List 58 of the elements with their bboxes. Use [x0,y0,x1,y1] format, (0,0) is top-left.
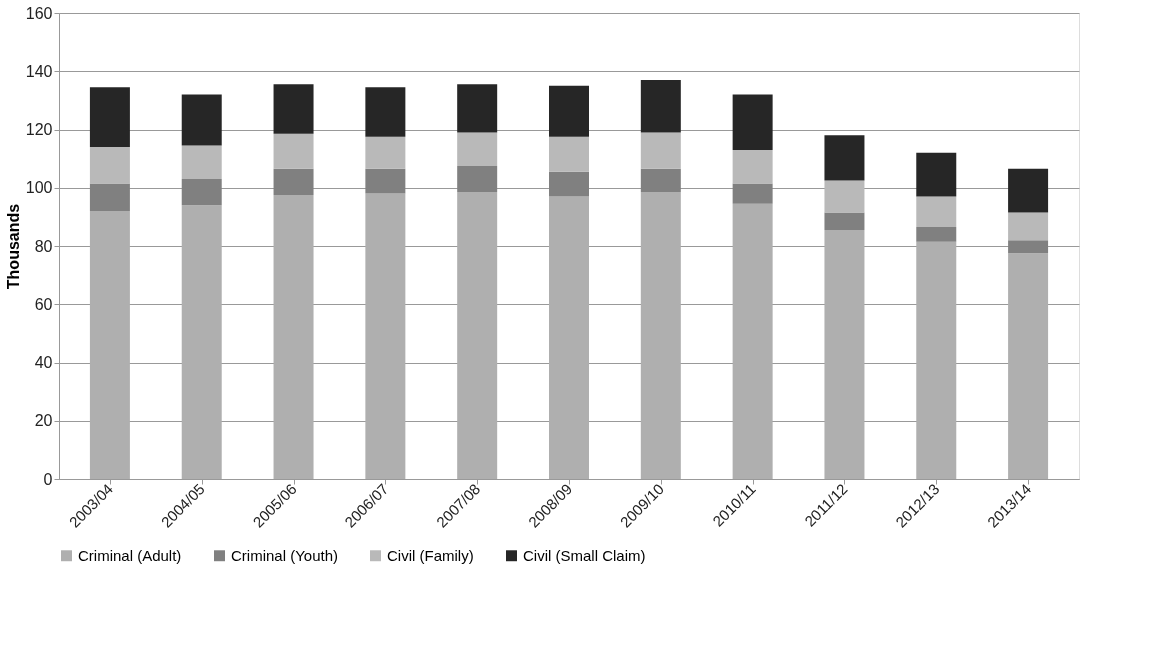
bar [181,145,222,180]
bar [1008,253,1049,479]
bar [824,212,865,230]
bar [732,149,773,184]
bar [181,205,222,479]
bar [732,183,773,204]
bar [365,193,406,479]
y-tick-label: 60 [34,295,53,313]
y-tick-label: 20 [34,412,53,430]
y-axis-title: Thousands [4,203,22,290]
bar [549,85,589,137]
legend-label: Civil (Small Claim) [523,546,646,564]
bar [89,146,130,184]
bar [640,79,681,133]
y-tick-label: 0 [43,470,53,488]
y-tick-label: 120 [25,121,53,138]
y-tick-label: 40 [34,354,53,371]
bar [824,229,865,479]
bar [181,94,222,146]
bar [273,195,314,479]
bar [1008,212,1049,241]
bar [824,135,865,181]
bar [89,183,130,212]
bar [732,203,773,479]
bar [824,180,865,213]
bar [916,152,957,197]
bar [365,136,406,169]
bar [1008,168,1049,213]
bar [640,132,681,169]
bar [273,84,314,134]
bar [273,133,314,169]
bar [457,165,498,193]
bar [181,179,222,206]
y-tick-label: 100 [25,179,53,197]
bar [1008,240,1049,254]
bar [549,136,589,172]
bar [916,196,957,228]
bar [549,196,589,479]
bar [365,168,406,194]
y-tick-label: 80 [34,237,53,255]
y-tick-label: 160 [25,4,53,22]
bar [916,241,957,479]
legend-label: Criminal (Adult) [78,546,182,564]
bar [640,192,681,479]
bar [89,211,130,479]
bar [273,168,314,196]
bar [549,171,589,197]
bar [457,132,498,166]
bar [732,94,773,150]
bar [457,84,498,133]
y-tick-label: 140 [25,62,53,80]
bar [89,87,130,147]
legend-label: Civil (Family) [387,546,474,564]
bar [365,87,406,137]
bar [916,227,957,242]
legend-label: Criminal (Youth) [231,546,338,564]
bar [640,168,681,193]
bar [457,192,498,479]
